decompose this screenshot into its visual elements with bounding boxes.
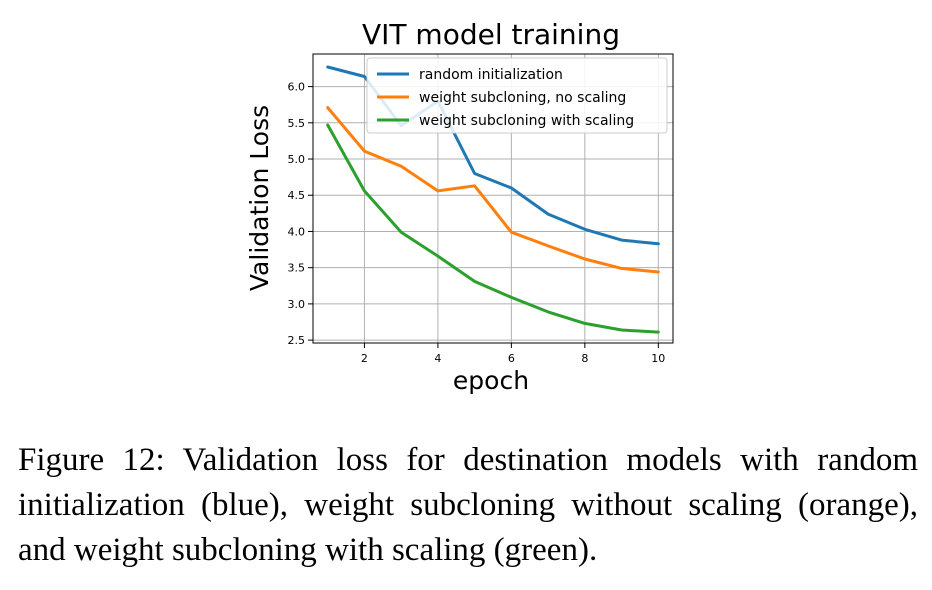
y-tick-label: 4.5 xyxy=(288,189,306,202)
x-tick-label: 8 xyxy=(581,352,588,365)
y-tick-label: 4.0 xyxy=(288,225,306,238)
y-tick-label: 3.0 xyxy=(288,298,306,311)
series-line xyxy=(326,106,660,274)
figure-caption: Figure 12: Validation loss for destinati… xyxy=(18,442,918,568)
y-axis-label: Validation Loss xyxy=(245,105,274,291)
x-tick-label: 2 xyxy=(361,352,368,365)
y-tick-label: 3.5 xyxy=(288,262,306,275)
legend-label: random initialization xyxy=(419,67,563,83)
y-tick-label: 5.5 xyxy=(288,117,306,130)
legend: random initialization weight subcloning, … xyxy=(366,57,668,134)
line-chart: VIT model training 2 4 6 8 10 2.5 3.0 3.5 4.0 4.… xyxy=(245,18,674,395)
legend-box xyxy=(366,57,668,134)
y-tick-label: 5.0 xyxy=(288,153,306,166)
y-axis-ticks: 2.5 3.0 3.5 4.0 4.5 5.0 5.5 6.0 xyxy=(288,81,313,347)
legend-label: weight subcloning, no scaling xyxy=(419,90,626,106)
plot-area-frame xyxy=(312,53,674,344)
legend-label: weight subcloning with scaling xyxy=(419,113,634,129)
x-tick-label: 4 xyxy=(434,352,441,365)
x-axis-label: epoch xyxy=(453,366,529,395)
x-tick-label: 6 xyxy=(508,352,515,365)
chart-title: VIT model training xyxy=(362,18,620,51)
series-line xyxy=(326,123,660,334)
y-tick-label: 6.0 xyxy=(288,81,306,94)
x-axis-ticks: 2 4 6 8 10 xyxy=(361,343,665,365)
x-tick-label: 10 xyxy=(651,352,665,365)
y-tick-label: 2.5 xyxy=(288,334,306,347)
